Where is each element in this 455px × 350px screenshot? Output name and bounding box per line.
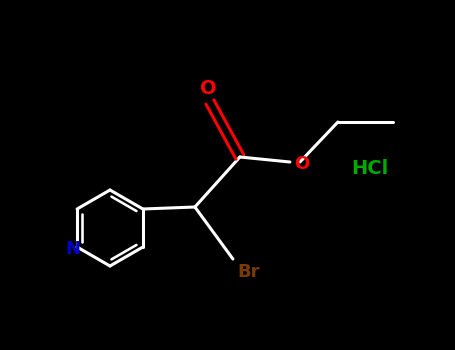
Text: HCl: HCl: [351, 159, 389, 177]
Text: N: N: [66, 240, 81, 258]
Text: Br: Br: [237, 263, 259, 281]
Text: O: O: [200, 78, 216, 98]
Text: O: O: [294, 155, 309, 173]
